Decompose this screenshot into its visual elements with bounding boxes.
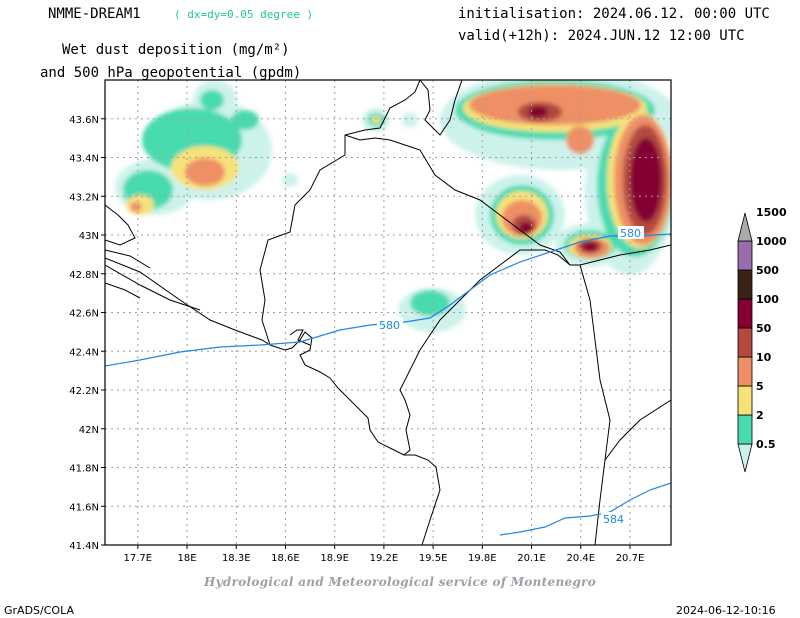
lat-tick-label: 42.6N [69,309,99,320]
lon-tick-label: 20.1E [517,553,546,564]
model-resolution: ( dx=dy=0.05 degree ) [174,8,314,21]
lon-tick-label: 18.6E [271,553,300,564]
colorbar-legend: 0.5 2 5 10 50 100 500 1000 1500 [737,206,787,473]
lat-tick-label: 43.2N [69,192,99,203]
lon-tick-label: 20.7E [616,553,645,564]
lon-tick-label: 18.9E [320,553,349,564]
map-title-line2: and 500 hPa geopotential (gpdm) [40,65,302,81]
lon-tick-label: 20.4E [566,553,595,564]
lon-tick-label: 18E [178,553,197,564]
lon-tick-label: 19.8E [468,553,497,564]
wet-dust-deposition-field [115,80,671,332]
lon-tick-label: 18.3E [222,553,251,564]
contour-label-580-east: 580 [620,227,641,240]
latitude-labels: 43.6N 43.4N 43.2N 43N 42.8N 42.6N 42.4N 42.2N 42… [69,115,105,552]
lat-tick-label: 42N [79,425,99,436]
valid-time: valid(+12h): 2024.JUN.12 12:00 UTC [458,28,745,44]
colorbar-label: 1000 [756,235,787,248]
lat-tick-label: 43.6N [69,115,99,126]
contour-labels: 580 580 584 [377,226,644,526]
colorbar-label: 10 [756,351,772,364]
colorbar-label: 50 [756,322,772,335]
colorbar-box [737,385,753,416]
colorbar-box [737,414,753,445]
initialisation-time: initialisation: 2024.06.12. 00:00 UTC [458,6,770,22]
lat-tick-label: 42.4N [69,347,99,358]
colorbar-label: 100 [756,293,779,306]
lat-tick-label: 41.6N [69,502,99,513]
lon-tick-label: 19.5E [419,553,448,564]
colorbar-label: 1500 [756,206,787,219]
colorbar-box [737,240,753,271]
lat-tick-label: 42.8N [69,270,99,281]
lat-tick-label: 41.4N [69,541,99,552]
colorbar-label: 0.5 [756,438,776,451]
colorbar-label: 5 [756,380,764,393]
lon-tick-label: 17.7E [124,553,153,564]
lon-tick-label: 19.2E [370,553,399,564]
map-title-line1: Wet dust deposition (mg/m²) [62,42,290,58]
credit-line: Hydrological and Meteorological service … [203,575,597,589]
colorbar-label: 500 [756,264,779,277]
colorbar-top-triangle [737,212,753,242]
generation-timestamp: 2024-06-12-10:16 [676,604,776,617]
colorbar-box [737,298,753,329]
lat-tick-label: 43N [79,231,99,242]
lat-tick-label: 42.2N [69,386,99,397]
graticule-grid [105,80,671,545]
longitude-labels: 17.7E 18E 18.3E 18.6E 18.9E 19.2E 19.5E 19.8E 20… [124,545,645,564]
contour-label-584: 584 [603,513,624,526]
colorbar-box [737,269,753,300]
lat-tick-label: 43.4N [69,154,99,165]
colorbar-label: 2 [756,409,764,422]
geopotential-contours [105,233,671,536]
colorbar-box [737,327,753,358]
model-name: NMME-DREAM1 [48,6,141,22]
colorbar-bottom-triangle [737,443,753,473]
lat-tick-label: 41.8N [69,464,99,475]
colorbar-box [737,356,753,387]
software-label: GrADS/COLA [4,604,74,617]
contour-label-580-west: 580 [379,319,400,332]
